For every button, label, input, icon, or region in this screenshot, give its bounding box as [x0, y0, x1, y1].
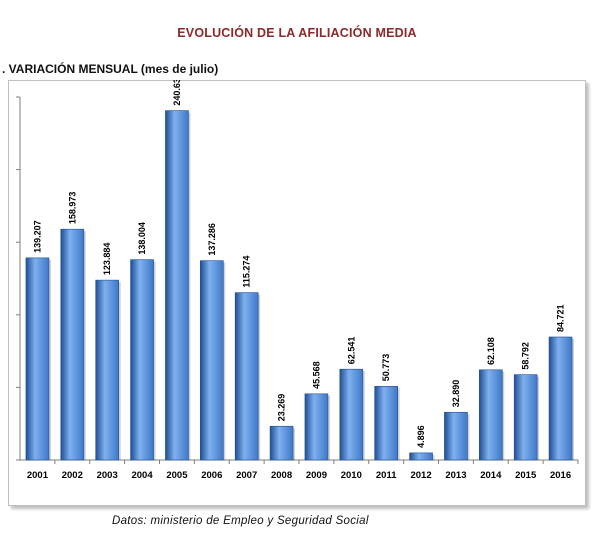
bar-2010 — [339, 368, 364, 461]
bar-2004 — [130, 259, 154, 461]
x-tick-label-2006: 2006 — [201, 470, 222, 481]
bar-value-label-2003: 123.884 — [102, 243, 112, 276]
x-tick-label-2005: 2005 — [166, 470, 188, 481]
x-tick-label-2002: 2002 — [62, 470, 83, 481]
bar-value-label-2002: 158.973 — [67, 192, 77, 225]
x-tick-label-2004: 2004 — [131, 470, 153, 481]
x-tick-label-2009: 2009 — [306, 470, 327, 481]
bar-2015 — [513, 374, 538, 461]
bar-value-label-2013: 32.890 — [451, 380, 461, 408]
bar-2009 — [304, 393, 329, 461]
bar-2008 — [269, 425, 294, 461]
bar-2014 — [479, 369, 503, 461]
x-tick-label-2015: 2015 — [515, 470, 537, 481]
bar-value-label-2007: 115.274 — [242, 256, 252, 288]
bar-2016 — [548, 336, 573, 461]
x-tick-label-2012: 2012 — [410, 470, 431, 481]
bar-value-label-2008: 23.269 — [277, 394, 287, 422]
x-tick-label-2001: 2001 — [27, 470, 49, 481]
bar-value-label-2005: 240.636 — [172, 80, 182, 106]
bar-2012 — [409, 452, 433, 461]
bar-value-label-2009: 45.568 — [311, 361, 321, 389]
x-tick-label-2008: 2008 — [271, 470, 292, 481]
data-source-note: Datos: ministerio de Empleo y Seguridad … — [112, 515, 369, 527]
bar-2011 — [374, 385, 398, 461]
bar-chart: 139.207 158.973 123.884 138.004 240.636 137.2… — [16, 80, 579, 481]
bar-value-label-2014: 62.108 — [486, 337, 496, 365]
chart-title: EVOLUCIÓN DE LA AFILIACIÓN MEDIA — [177, 26, 417, 40]
bar-value-label-2006: 137.286 — [207, 223, 217, 256]
bar-value-label-2012: 4.896 — [416, 425, 426, 448]
bar-value-label-2001: 139.207 — [32, 220, 42, 253]
bar-2013 — [444, 411, 468, 461]
chart-subtitle: . VARIACIÓN MENSUAL (mes de julio) — [2, 62, 219, 76]
bar-value-label-2011: 50.773 — [381, 354, 391, 382]
bar-2001 — [25, 257, 50, 461]
x-tick-label-2010: 2010 — [341, 470, 362, 481]
bar-2005 — [165, 110, 189, 461]
bar-value-label-2015: 58.792 — [521, 342, 531, 370]
bar-value-label-2004: 138.004 — [137, 222, 147, 255]
x-tick-label-2011: 2011 — [376, 470, 397, 481]
x-tick-label-2007: 2007 — [236, 470, 257, 481]
x-tick-label-2003: 2003 — [97, 470, 118, 481]
bar-2006 — [200, 260, 224, 461]
x-tick-label-2016: 2016 — [550, 470, 571, 481]
bar-value-label-2016: 84.721 — [556, 304, 566, 332]
x-tick-label-2014: 2014 — [480, 470, 502, 481]
bar-2002 — [60, 228, 85, 461]
bar-2007 — [234, 292, 259, 461]
x-tick-label-2013: 2013 — [445, 470, 466, 481]
bar-2003 — [95, 279, 119, 461]
bar-value-label-2010: 62.541 — [346, 337, 356, 365]
